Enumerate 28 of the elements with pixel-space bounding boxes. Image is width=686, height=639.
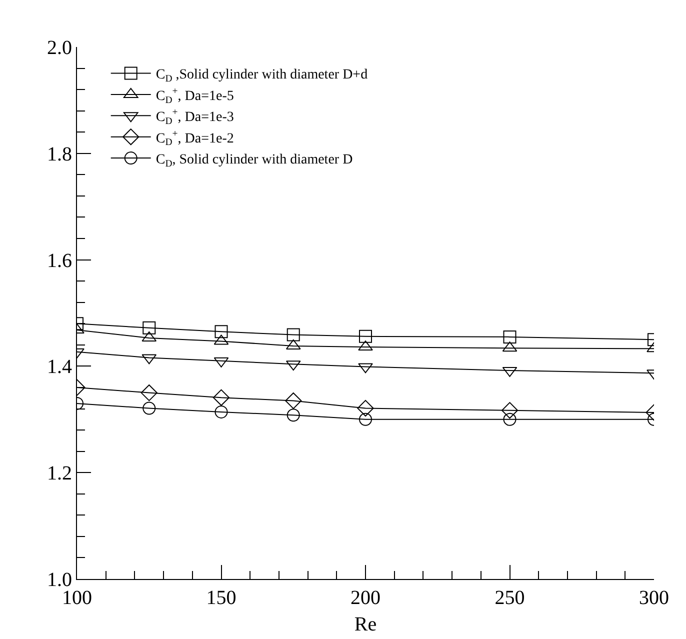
x-tick-label: 250 xyxy=(494,587,525,609)
point xyxy=(359,412,372,426)
legend-label: C$_{D}$$^{+}$, Da=1e-3 xyxy=(156,107,234,128)
x-tick-label: 200 xyxy=(350,587,380,609)
y-tick-label: 1.4 xyxy=(47,356,72,378)
y-tick-label: 1.2 xyxy=(47,462,72,485)
point xyxy=(286,408,300,422)
legend-label: C$_{D}$ ,Solid cylinder with diameter D+d xyxy=(156,68,368,85)
y-tick-label: 2.0 xyxy=(47,37,72,59)
point xyxy=(357,400,374,417)
x-tick-label: 150 xyxy=(206,587,236,609)
point xyxy=(285,392,302,410)
point xyxy=(214,405,228,418)
point xyxy=(212,389,230,406)
y-tick-label: 1.8 xyxy=(47,143,72,166)
point xyxy=(142,402,156,415)
point xyxy=(140,384,158,402)
x-tick-label: 300 xyxy=(639,587,669,609)
legend-label: C$_{D}$$^{+}$, Da=1e-2 xyxy=(156,128,234,148)
y-tick-label: 1.6 xyxy=(47,250,72,272)
point xyxy=(286,328,300,342)
x-axis-title: Re xyxy=(354,614,377,636)
legend-label: C$_{D}$$^{+}$, Da=1e-5 xyxy=(156,86,234,106)
point xyxy=(142,321,156,334)
point xyxy=(358,340,373,351)
point xyxy=(214,325,228,338)
point xyxy=(359,330,372,343)
legend-label: C$_{D}$, Solid cylinder with diameter D xyxy=(156,152,353,170)
